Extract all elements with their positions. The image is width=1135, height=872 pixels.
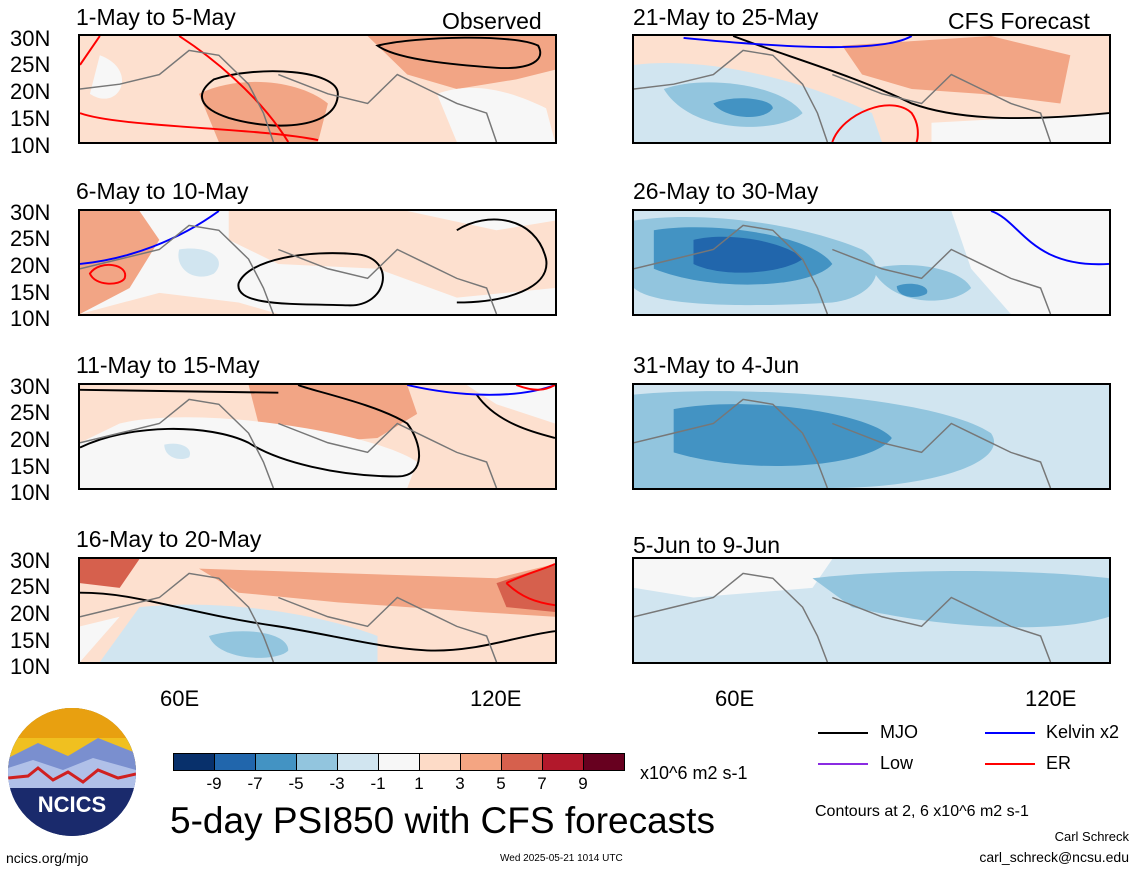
- author-email: carl_schreck@ncsu.edu: [979, 849, 1129, 865]
- panel-tag-observed: Observed: [442, 8, 542, 34]
- lat-label-20n: 20N: [10, 427, 51, 452]
- lat-label-15n: 15N: [10, 280, 51, 305]
- lat-label-25n: 25N: [10, 400, 51, 425]
- colorbar-cell: [460, 753, 502, 771]
- legend-label-mjo: MJO: [880, 722, 918, 742]
- panel-title-5: 21-May to 25-May: [633, 4, 819, 30]
- legend-label-er: ER: [1046, 753, 1072, 773]
- lat-label-10n: 10N: [10, 306, 51, 331]
- lat-label-15n: 15N: [10, 454, 51, 479]
- panel-title-3: 11-May to 15-May: [76, 352, 260, 378]
- colorbar-cell: [501, 753, 543, 771]
- colorbar-tick-label: 3: [455, 774, 465, 793]
- panel-title-7: 31-May to 4-Jun: [633, 352, 800, 378]
- colorbar-tick-label: 7: [537, 774, 547, 793]
- lon-label-60e-right: 60E: [715, 686, 755, 711]
- lon-label-120e-right: 120E: [1025, 686, 1077, 711]
- lat-label-15n: 15N: [10, 628, 51, 653]
- colorbar-cell: [255, 753, 297, 771]
- lat-label-10n: 10N: [10, 480, 51, 505]
- map-panel-2: [78, 209, 557, 316]
- map-panel-6: [632, 209, 1111, 316]
- colorbar-tick-label: -3: [329, 774, 345, 793]
- lat-label-20n: 20N: [10, 253, 51, 278]
- lat-label-10n: 10N: [10, 133, 51, 158]
- legend-line-er: [985, 763, 1035, 765]
- map-panel-1: [78, 34, 557, 144]
- legend-label-low: Low: [880, 753, 914, 773]
- colorbar-tick-label: 5: [496, 774, 506, 793]
- panel-title-2: 6-May to 10-May: [76, 178, 249, 204]
- colorbar-cell: [337, 753, 379, 771]
- colorbar-tick-label: -5: [288, 774, 304, 793]
- main-title: 5-day PSI850 with CFS forecasts: [170, 800, 715, 841]
- colorbar-units: x10^6 m2 s-1: [640, 763, 748, 783]
- colorbar-cell: [542, 753, 584, 771]
- legend-line-mjo: [818, 732, 868, 734]
- lat-label-20n: 20N: [10, 601, 51, 626]
- lat-label-30n: 30N: [10, 200, 51, 225]
- colorbar-tick-label: -7: [247, 774, 263, 793]
- colorbar-cell: [419, 753, 461, 771]
- author-name: Carl Schreck: [1054, 829, 1129, 844]
- colorbar-tick-label: -9: [206, 774, 222, 793]
- lon-label-120e-left: 120E: [470, 686, 522, 711]
- colorbar-tick-label: -1: [370, 774, 386, 793]
- lat-label-25n: 25N: [10, 226, 51, 251]
- panel-title-1: 1-May to 5-May: [76, 4, 236, 30]
- panel-title-6: 26-May to 30-May: [633, 178, 819, 204]
- svg-text:NCICS: NCICS: [38, 792, 106, 817]
- map-panel-4: [78, 557, 557, 664]
- colorbar-cell: [583, 753, 625, 771]
- map-panel-7: [632, 383, 1111, 490]
- map-panel-8: [632, 557, 1111, 664]
- timestamp: Wed 2025-05-21 1014 UTC: [500, 853, 623, 864]
- colorbar-tick-label: 9: [578, 774, 588, 793]
- colorbar-cell: [378, 753, 420, 771]
- website-link[interactable]: ncics.org/mjo: [6, 850, 89, 866]
- panel-tag-cfs-forecast: CFS Forecast: [948, 8, 1090, 34]
- legend-line-kelvin: [985, 732, 1035, 734]
- lat-label-10n: 10N: [10, 654, 51, 679]
- lat-label-30n: 30N: [10, 374, 51, 399]
- panel-title-8: 5-Jun to 9-Jun: [633, 532, 781, 558]
- contours-note: Contours at 2, 6 x10^6 m2 s-1: [815, 803, 1029, 820]
- map-panel-5: [632, 34, 1111, 144]
- lat-label-25n: 25N: [10, 52, 51, 77]
- colorbar-cell: [214, 753, 256, 771]
- colorbar-cell: [296, 753, 338, 771]
- lat-label-30n: 30N: [10, 26, 51, 51]
- lat-label-15n: 15N: [10, 106, 51, 131]
- lon-label-60e-left: 60E: [160, 686, 200, 711]
- ncics-logo: NCICS: [8, 708, 136, 836]
- lat-label-25n: 25N: [10, 574, 51, 599]
- legend-label-kelvin: Kelvin x2: [1046, 722, 1120, 742]
- map-panel-3: [78, 383, 557, 490]
- colorbar-cell: [173, 753, 215, 771]
- lat-label-20n: 20N: [10, 79, 51, 104]
- panel-title-4: 16-May to 20-May: [76, 526, 262, 552]
- legend-line-low: [818, 763, 868, 765]
- lat-label-30n: 30N: [10, 548, 51, 573]
- colorbar-tick-label: 1: [414, 774, 424, 793]
